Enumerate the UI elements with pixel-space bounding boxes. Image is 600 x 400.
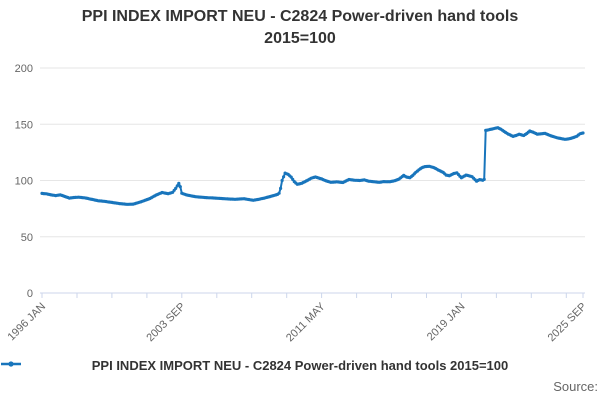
chart-title: PPI INDEX IMPORT NEU - C2824 Power-drive… — [0, 6, 600, 50]
y-axis-label-50: 50 — [21, 232, 33, 244]
x-axis-label: 2011 MAY — [284, 300, 328, 344]
x-axis-label: 2019 JAN — [425, 301, 468, 344]
series-point[interactable] — [174, 186, 178, 190]
chart-title-line2: 2015=100 — [264, 30, 336, 47]
series-point[interactable] — [291, 177, 295, 181]
source-label: Source: — [553, 379, 598, 394]
series-point[interactable] — [178, 185, 182, 189]
y-axis-label-200: 200 — [15, 63, 33, 75]
series-point[interactable] — [277, 191, 281, 195]
x-axis-label: 2025 SEP — [546, 301, 590, 345]
x-axis-label: 2003 SEP — [144, 301, 188, 345]
y-axis-label-100: 100 — [15, 176, 33, 188]
series-point[interactable] — [581, 131, 585, 135]
legend-series-marker-icon — [1, 361, 21, 367]
series-point[interactable] — [282, 175, 286, 179]
series-point[interactable] — [280, 178, 284, 183]
series-point[interactable] — [279, 186, 283, 190]
series-point[interactable] — [175, 184, 179, 188]
chart-title-line1: PPI INDEX IMPORT NEU - C2824 Power-drive… — [81, 8, 519, 25]
series-point[interactable] — [177, 181, 181, 185]
series-point[interactable] — [482, 177, 486, 181]
series-point[interactable] — [289, 175, 293, 179]
legend-item[interactable]: PPI INDEX IMPORT NEU - C2824 Power-drive… — [1, 358, 509, 373]
legend: PPI INDEX IMPORT NEU - C2824 Power-drive… — [0, 358, 600, 373]
x-axis-label: 1996 JAN — [5, 301, 48, 344]
y-axis-label-0: 0 — [27, 288, 33, 300]
y-axis-label-150: 150 — [15, 119, 33, 131]
legend-label: PPI INDEX IMPORT NEU - C2824 Power-drive… — [91, 358, 509, 373]
series-line[interactable] — [41, 126, 584, 206]
